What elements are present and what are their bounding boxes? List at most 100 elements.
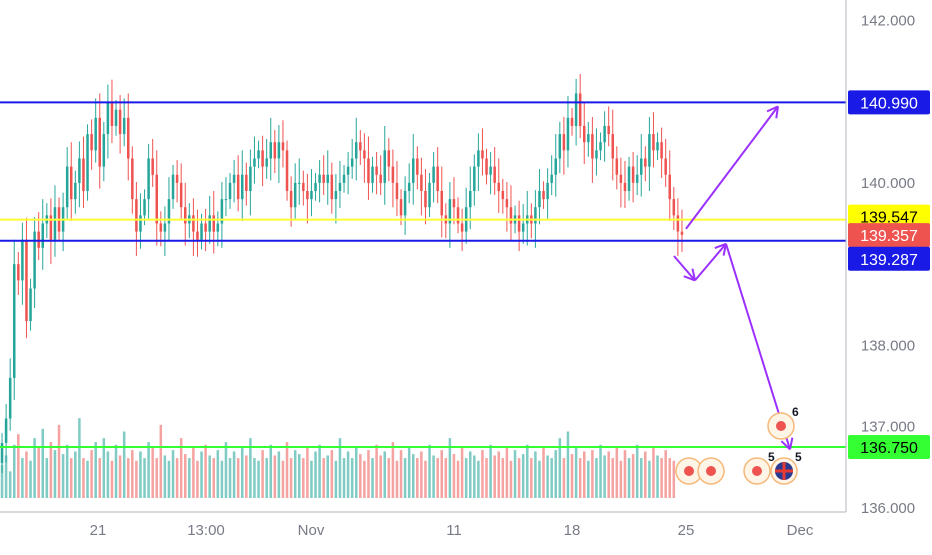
volume-bar: [367, 450, 370, 498]
volume-bar: [631, 454, 635, 498]
volume-bar: [436, 458, 439, 498]
event-markers: 5 5 6: [675, 405, 802, 485]
volume-bar: [249, 438, 252, 498]
candle-body: [297, 182, 301, 184]
candle-body: [228, 182, 232, 200]
volume-bar: [603, 455, 606, 498]
candle-body: [171, 174, 175, 200]
volume-bar: [456, 460, 460, 498]
candle-body: [668, 174, 672, 200]
candle-body: [69, 166, 73, 200]
x-tick-label: 21: [90, 522, 107, 539]
volume-bar: [558, 438, 562, 498]
volume-bar: [464, 458, 468, 498]
candle-body: [338, 182, 342, 191]
candle-body: [574, 93, 578, 126]
candle-body: [676, 215, 680, 232]
candle-body: [122, 117, 126, 135]
event-dot-icon: [752, 466, 762, 476]
volume-bar: [342, 458, 346, 498]
volume-bar: [599, 444, 602, 498]
volume-bar: [607, 451, 610, 498]
volume-bar: [302, 458, 305, 498]
volume-bar: [114, 444, 118, 498]
candle-body: [208, 215, 211, 232]
drawn-arrow-segment[interactable]: [694, 243, 727, 282]
volume-bar: [65, 444, 69, 498]
candle-body: [232, 174, 236, 183]
candle-body: [497, 182, 501, 191]
candle-body: [505, 199, 509, 208]
volume-bar: [509, 460, 513, 498]
volume-bar: [403, 458, 407, 498]
x-tick-label: 18: [564, 522, 581, 539]
candle-body: [477, 150, 480, 167]
candle-body: [424, 190, 427, 208]
volume-bar: [61, 454, 65, 498]
volume-bar: [74, 451, 77, 498]
volume-bar: [179, 438, 183, 498]
drawn-arrow-segment[interactable]: [685, 105, 779, 230]
candle-body: [407, 182, 411, 191]
candle-body: [534, 207, 537, 224]
volume-bar: [489, 444, 492, 498]
candle-body: [175, 174, 179, 183]
candle-body: [452, 199, 456, 208]
candle-body: [273, 142, 277, 159]
candle-body: [139, 215, 142, 232]
volume-bar: [155, 458, 159, 498]
candle-body: [517, 215, 521, 232]
volume-bar: [41, 428, 45, 498]
candle-body: [403, 190, 407, 216]
candle-body: [648, 134, 651, 167]
candle-body: [78, 158, 81, 183]
candle-body: [302, 182, 305, 191]
price-label-text: 139.547: [860, 210, 918, 227]
volume-bar: [591, 450, 594, 498]
event-dot-icon: [706, 466, 716, 476]
candle-body: [86, 134, 89, 191]
price-label-box: [848, 90, 930, 115]
candle-body: [167, 199, 171, 224]
drawn-arrow-head: [766, 105, 779, 113]
volume-bar: [167, 460, 171, 498]
volume-bar: [656, 455, 659, 498]
volume-bar: [257, 460, 260, 498]
volume-bar: [131, 450, 134, 498]
event-dot-icon: [776, 421, 786, 431]
price-label-box: [848, 434, 930, 459]
volume-bar: [69, 458, 73, 498]
candle-body: [493, 166, 496, 183]
drawn-arrow-head: [691, 268, 696, 281]
candle-body: [623, 182, 627, 191]
candle-body: [342, 174, 346, 183]
candle-body: [346, 166, 350, 175]
price-label-box: [848, 223, 930, 248]
volume-bar: [175, 458, 179, 498]
volume-bar: [204, 444, 207, 498]
candle-body: [236, 174, 240, 200]
candle-body: [611, 134, 615, 159]
volume-bar: [411, 454, 415, 498]
volume-bar: [314, 451, 317, 498]
volume-bar: [391, 442, 395, 498]
volume-bar: [326, 455, 330, 498]
candle-body: [289, 190, 293, 208]
candle-body: [440, 190, 444, 216]
price-axis[interactable]: 136.000 137.000 138.000 140.000 142.000: [861, 12, 915, 517]
candle-body: [379, 174, 382, 183]
candle-body: [371, 166, 374, 183]
candle-body: [257, 150, 260, 159]
volume-bar: [82, 458, 85, 498]
volume-bar: [420, 451, 423, 498]
volume-bar: [139, 451, 142, 498]
time-axis[interactable]: 21 13:00 Nov 11 18 25 Dec: [90, 522, 814, 539]
volume-bar: [4, 455, 8, 498]
volume-bar: [126, 458, 130, 498]
candle-body: [285, 150, 289, 191]
drawn-arrow-segment[interactable]: [673, 255, 696, 282]
volume-bar: [444, 458, 448, 498]
candle-body: [538, 190, 541, 208]
